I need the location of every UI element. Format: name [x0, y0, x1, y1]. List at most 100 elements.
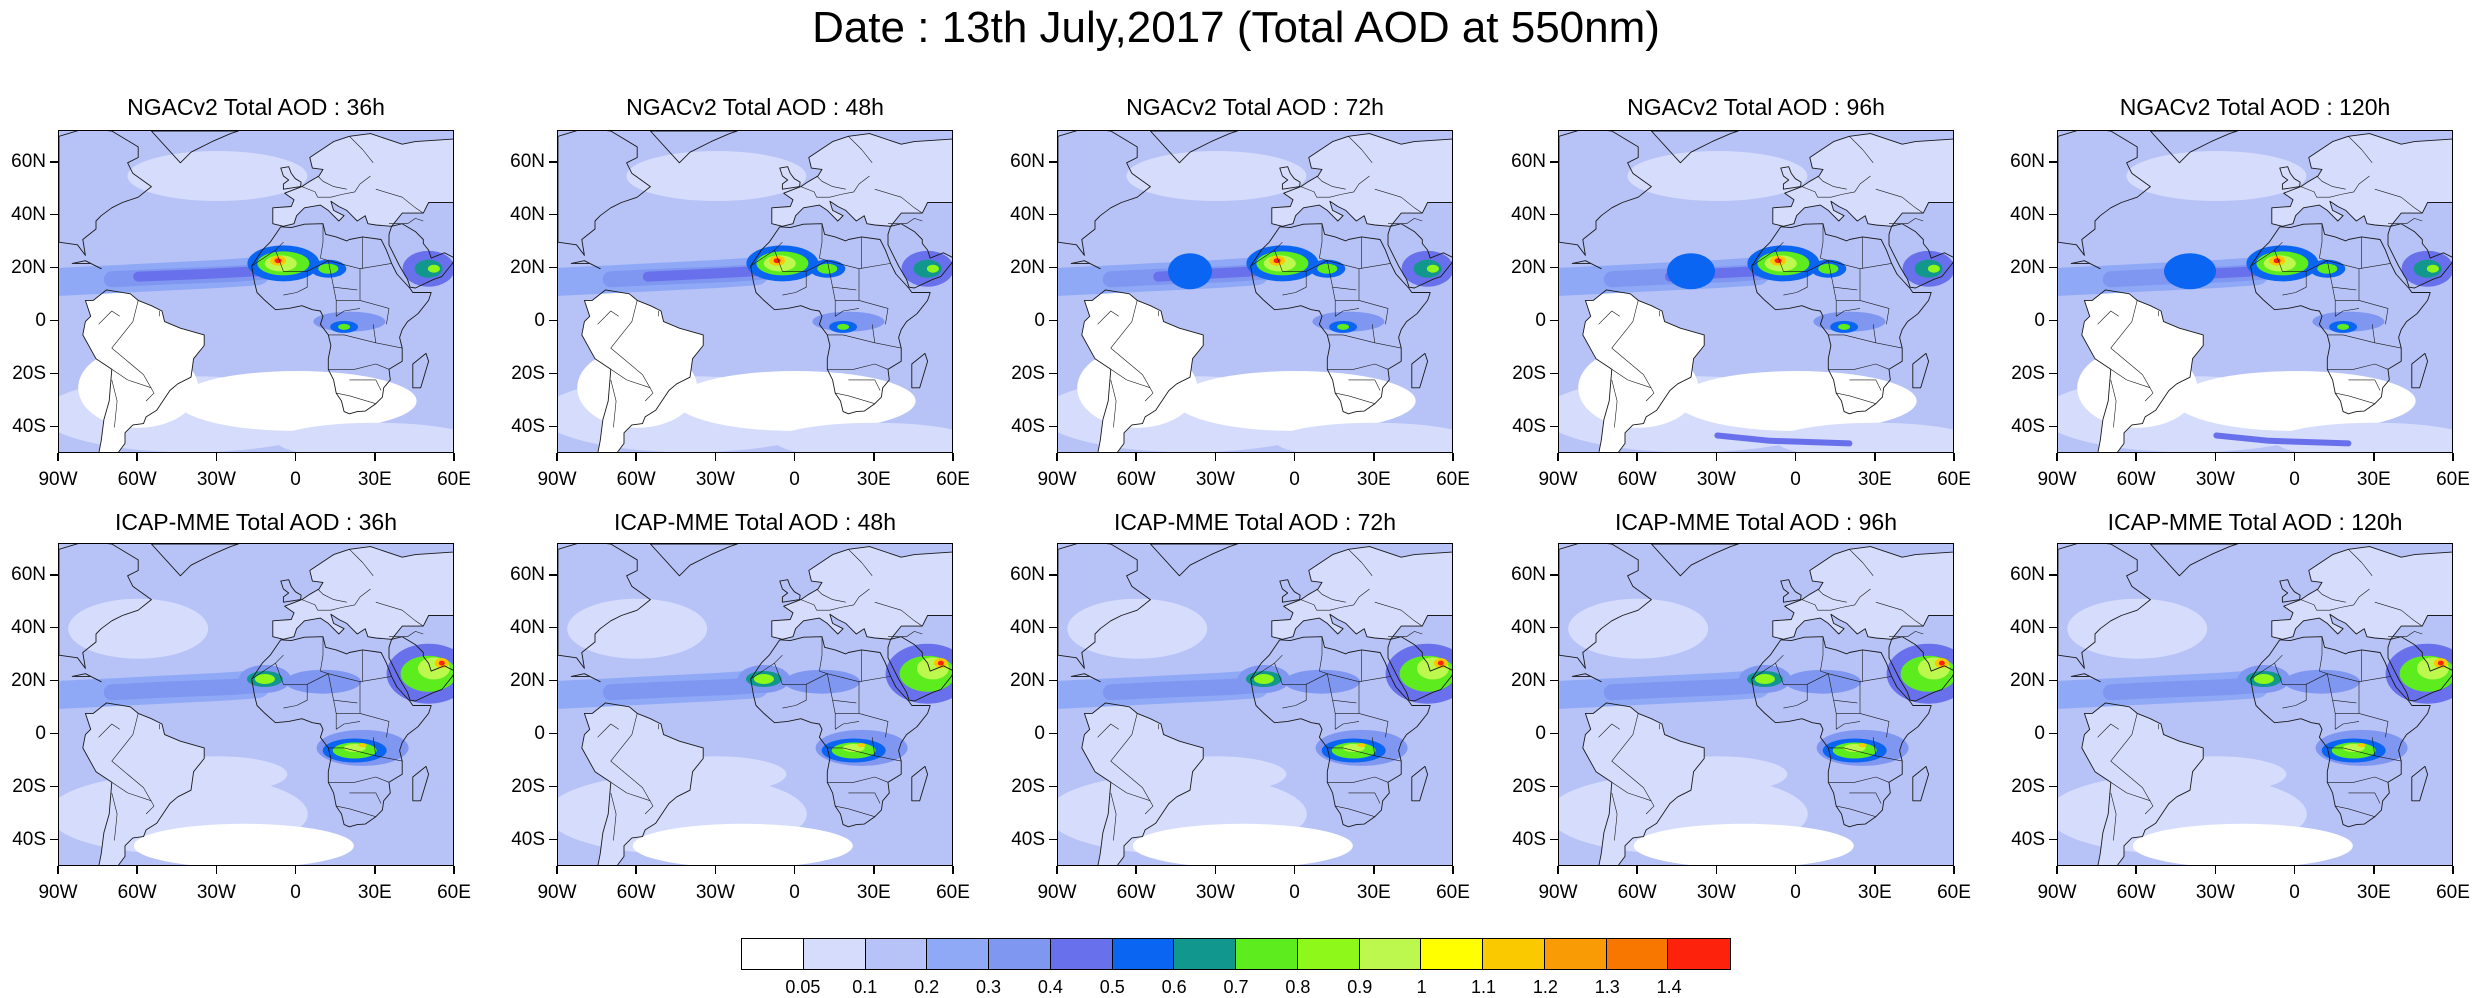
y-tick-mark	[1049, 732, 1057, 735]
aod-map-field	[1559, 544, 1953, 865]
panel-title: NGACv2 Total AOD : 120h	[2119, 94, 2391, 120]
x-tick-mark	[1557, 866, 1559, 874]
x-tick-label: 60W	[1617, 882, 1657, 903]
y-tick-label: 20N	[2010, 256, 2045, 278]
y-tick-mark	[1550, 626, 1558, 629]
colorbar	[741, 938, 1731, 970]
colorbar-label: 1.3	[1594, 977, 1620, 997]
y-tick-mark	[2049, 213, 2057, 216]
x-tick-mark	[1636, 866, 1638, 874]
y-tick-label: 40N	[11, 203, 46, 225]
y-tick-label: 20N	[510, 256, 545, 278]
x-tick-label: 60W	[1617, 469, 1657, 490]
aod-map-field	[1058, 544, 1452, 865]
x-tick-label: 30W	[2195, 882, 2235, 903]
y-tick-label: 20S	[1512, 775, 1546, 797]
x-tick-mark	[1715, 866, 1718, 874]
colorbar-box	[1174, 939, 1236, 969]
aod-map	[1057, 130, 1453, 453]
y-tick-mark	[2049, 319, 2057, 322]
y-tick-label: 60N	[2010, 563, 2045, 585]
x-tick-mark	[1953, 453, 1955, 461]
panel-title: NGACv2 Total AOD : 72h	[1126, 94, 1384, 120]
x-tick-mark	[1293, 866, 1296, 874]
y-tick-label: 60N	[510, 150, 545, 172]
y-tick-label: 0	[1535, 309, 1546, 331]
x-tick-mark	[215, 453, 218, 461]
y-tick-mark	[549, 372, 557, 375]
x-tick-mark	[1874, 866, 1876, 874]
y-tick-mark	[549, 838, 557, 841]
y-tick-label: 40S	[1512, 415, 1546, 437]
y-tick-label: 40S	[1011, 828, 1045, 850]
colorbar-box	[1297, 939, 1360, 969]
x-tick-mark	[556, 453, 558, 461]
aod-map	[1558, 130, 1954, 453]
y-tick-label: 40N	[1511, 203, 1546, 225]
x-tick-mark	[136, 453, 138, 461]
y-tick-mark	[2049, 838, 2057, 841]
x-tick-label: 90W	[2037, 469, 2077, 490]
x-tick-mark	[136, 866, 138, 874]
y-tick-mark	[1049, 679, 1057, 682]
colorbar-box	[1544, 939, 1607, 969]
x-tick-mark	[873, 866, 875, 874]
panel-title: ICAP-MME Total AOD : 96h	[1614, 509, 1898, 535]
x-tick-label: 30E	[1356, 882, 1391, 903]
colorbar-box	[1236, 939, 1298, 969]
x-tick-mark	[57, 453, 59, 461]
y-tick-label: 40N	[1010, 203, 1045, 225]
colorbar-label: 0.3	[975, 977, 1002, 997]
y-tick-mark	[2049, 161, 2057, 163]
x-tick-label: 0	[1289, 469, 1300, 490]
colorbar-box	[1050, 939, 1113, 969]
x-tick-label: 0	[789, 469, 800, 490]
y-tick-mark	[1550, 319, 1558, 322]
x-tick-mark	[1373, 453, 1375, 461]
y-tick-mark	[1049, 266, 1057, 269]
y-tick-label: 60N	[11, 150, 46, 172]
x-tick-mark	[1214, 866, 1217, 874]
y-tick-label: 40S	[12, 415, 46, 437]
x-tick-mark	[2373, 453, 2375, 461]
y-tick-mark	[1049, 838, 1057, 841]
aod-map	[2057, 543, 2453, 866]
y-tick-label: 20N	[1511, 669, 1546, 691]
x-tick-label: 60W	[616, 882, 656, 903]
y-tick-mark	[549, 266, 557, 269]
y-tick-mark	[1049, 425, 1057, 428]
colorbar-box	[1668, 939, 1730, 969]
aod-map-field	[1058, 131, 1452, 452]
x-tick-mark	[2056, 866, 2058, 874]
colorbar-box	[1359, 939, 1422, 969]
x-tick-label: 60W	[1116, 469, 1156, 490]
y-tick-mark	[2049, 732, 2057, 735]
y-tick-mark	[50, 574, 58, 576]
x-tick-mark	[635, 453, 637, 461]
colorbar-box	[1606, 939, 1669, 969]
x-tick-label: 60E	[1436, 469, 1470, 490]
x-tick-label: 30E	[856, 882, 891, 903]
x-tick-label: 60E	[437, 469, 471, 490]
x-tick-mark	[2452, 453, 2454, 461]
y-tick-label: 0	[35, 722, 46, 744]
colorbar-label: 0.9	[1347, 977, 1373, 997]
x-tick-mark	[2214, 453, 2217, 461]
x-tick-mark	[2293, 453, 2296, 461]
aod-map	[557, 543, 953, 866]
x-tick-label: 60E	[1937, 882, 1971, 903]
x-tick-mark	[1636, 453, 1638, 461]
y-tick-mark	[2049, 574, 2057, 576]
colorbar-label: 1	[1416, 977, 1427, 997]
x-tick-mark	[952, 866, 954, 874]
x-tick-label: 90W	[1037, 469, 1077, 490]
panel-title: ICAP-MME Total AOD : 72h	[1113, 509, 1397, 535]
y-tick-label: 60N	[2010, 150, 2045, 172]
y-tick-mark	[1049, 785, 1057, 788]
y-tick-mark	[1049, 213, 1057, 216]
x-tick-label: 60W	[117, 882, 157, 903]
y-tick-label: 0	[2034, 309, 2045, 331]
y-tick-label: 60N	[510, 563, 545, 585]
y-tick-label: 0	[35, 309, 46, 331]
y-tick-mark	[50, 319, 58, 322]
